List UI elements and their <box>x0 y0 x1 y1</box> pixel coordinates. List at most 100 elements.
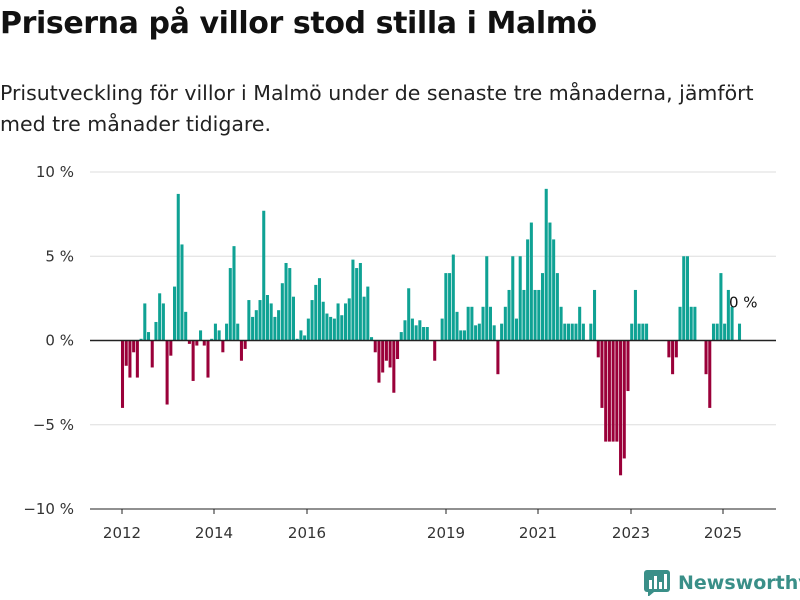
bar <box>607 340 611 442</box>
bar <box>269 303 273 341</box>
bar <box>247 300 251 341</box>
bar <box>488 306 492 341</box>
bar <box>347 298 351 341</box>
bar <box>444 273 448 341</box>
bar <box>299 330 303 341</box>
bar <box>422 327 426 341</box>
bar <box>481 306 485 341</box>
bar <box>280 283 284 341</box>
bar <box>514 318 519 341</box>
bar <box>526 239 530 341</box>
bar <box>600 340 604 408</box>
y-tick-label: −10 % <box>23 500 74 518</box>
bar <box>552 239 556 341</box>
bar <box>433 340 437 361</box>
bar <box>567 323 571 341</box>
bar <box>689 306 693 341</box>
bar <box>578 306 582 341</box>
bar <box>570 323 574 341</box>
bar <box>314 284 318 341</box>
bar <box>132 340 136 353</box>
x-tick-label: 2014 <box>195 524 233 540</box>
bar <box>180 244 184 341</box>
bar <box>236 323 240 341</box>
last-value-label: 0 % <box>729 294 758 312</box>
bar <box>340 315 344 341</box>
bar <box>262 210 266 341</box>
bar <box>496 340 500 375</box>
bar <box>682 256 686 341</box>
bar <box>124 340 128 366</box>
bar <box>210 338 214 341</box>
bar <box>559 306 563 341</box>
bar <box>492 325 496 341</box>
y-tick-label: 5 % <box>45 247 74 265</box>
bar <box>448 273 452 341</box>
bar <box>225 323 229 341</box>
bar <box>730 306 734 341</box>
bar <box>507 289 511 341</box>
x-tick-label: 2012 <box>103 524 141 540</box>
bar <box>258 300 262 341</box>
bar <box>693 306 697 341</box>
bar <box>470 306 474 341</box>
bar <box>206 340 210 378</box>
bar <box>351 259 355 341</box>
y-tick-label: 10 % <box>36 163 74 181</box>
bar <box>384 340 388 361</box>
bar-chart: 10 % 5 % 0 % −5 % −10 % 2012 2014 2016 2019 2021 2… <box>23 163 776 540</box>
y-tick-label: −5 % <box>33 416 74 434</box>
bar <box>704 340 708 375</box>
bar <box>343 303 348 341</box>
bar <box>637 323 641 341</box>
bar <box>410 318 414 341</box>
bar <box>711 323 716 341</box>
bar <box>128 340 132 378</box>
bar <box>184 311 188 341</box>
bar <box>273 316 277 341</box>
bar <box>284 262 288 341</box>
bar <box>329 316 333 341</box>
bar <box>455 311 459 341</box>
bar <box>555 273 559 341</box>
bar <box>451 254 455 341</box>
bar <box>265 295 269 341</box>
bar <box>232 246 236 341</box>
bar <box>548 222 552 341</box>
brand-name: Newsworthy <box>678 572 800 594</box>
bar <box>288 268 292 341</box>
bar <box>500 323 504 341</box>
bar <box>708 340 712 408</box>
bar <box>336 303 340 341</box>
bar <box>537 289 541 341</box>
brand-logo: Newsworthy <box>644 568 800 598</box>
bar <box>243 340 247 349</box>
bar <box>135 340 139 378</box>
axes: 10 % 5 % 0 % −5 % −10 % 2012 2014 2016 2019 2021 2… <box>23 163 776 540</box>
x-tick-label: 2023 <box>612 524 650 540</box>
bar <box>150 340 154 368</box>
bar <box>221 340 225 353</box>
bar <box>306 318 310 341</box>
bar <box>373 340 377 353</box>
bar <box>630 323 634 341</box>
bar <box>310 300 314 341</box>
bar <box>529 222 533 341</box>
bar <box>228 268 232 341</box>
bar <box>317 278 322 341</box>
bar <box>158 293 162 341</box>
bar <box>143 303 147 341</box>
bar <box>217 330 221 341</box>
bar <box>358 262 362 341</box>
bar <box>540 273 545 341</box>
bar <box>381 340 385 373</box>
bar <box>574 323 578 341</box>
bar <box>622 340 626 459</box>
bar <box>596 340 600 358</box>
newsworthy-logo-icon <box>644 570 670 596</box>
x-tick-label: 2019 <box>427 524 465 540</box>
bar <box>440 318 444 341</box>
bar <box>213 323 217 341</box>
bar <box>161 303 165 341</box>
bar <box>173 286 177 341</box>
